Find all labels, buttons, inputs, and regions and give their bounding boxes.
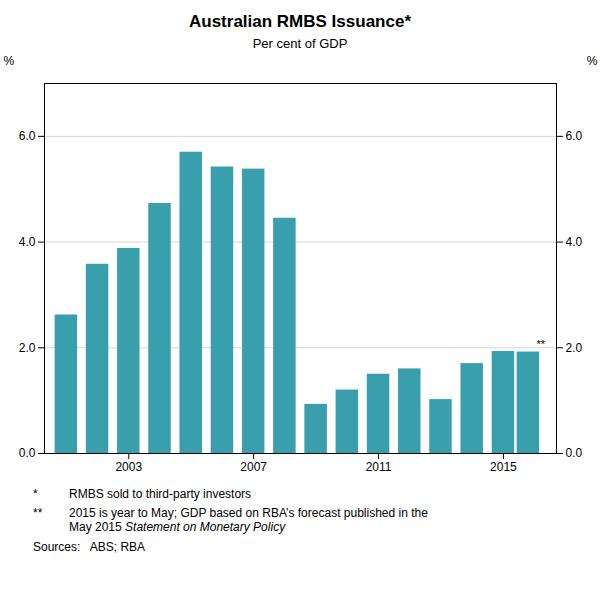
svg-text:2011: 2011 [366, 460, 392, 474]
svg-text:0.0: 0.0 [566, 446, 583, 460]
svg-text:2.0: 2.0 [19, 341, 36, 355]
svg-text:2007: 2007 [240, 460, 267, 474]
svg-text:%: % [587, 54, 598, 68]
svg-text:4.0: 4.0 [566, 235, 583, 249]
svg-text:6.0: 6.0 [566, 129, 583, 143]
html-text:2015 is year to May; GDP based: 2015 is year to May; GDP based on RBA’s … [69, 506, 428, 520]
svg-text:2.0: 2.0 [566, 341, 583, 355]
html-text:Australian RMBS Issuance*: Australian RMBS Issuance* [189, 12, 411, 31]
svg-text:4.0: 4.0 [19, 235, 36, 249]
html-text:Sources: ABS; RBA: Sources: ABS; RBA [33, 540, 146, 554]
svg-text:0.0: 0.0 [19, 446, 36, 460]
svg-text:2003: 2003 [115, 460, 142, 474]
html-text:RMBS sold to third-party inves: RMBS sold to third-party investors [69, 487, 252, 501]
svg-text:**: ** [536, 338, 545, 350]
html-text:May 2015 Statement on Monetary: May 2015 Statement on Monetary Policy [69, 520, 286, 534]
svg-text:6.0: 6.0 [19, 129, 36, 143]
svg-text:%: % [4, 54, 15, 68]
svg-text:2015: 2015 [490, 460, 517, 474]
html-text:Per cent of GDP: Per cent of GDP [252, 36, 348, 51]
